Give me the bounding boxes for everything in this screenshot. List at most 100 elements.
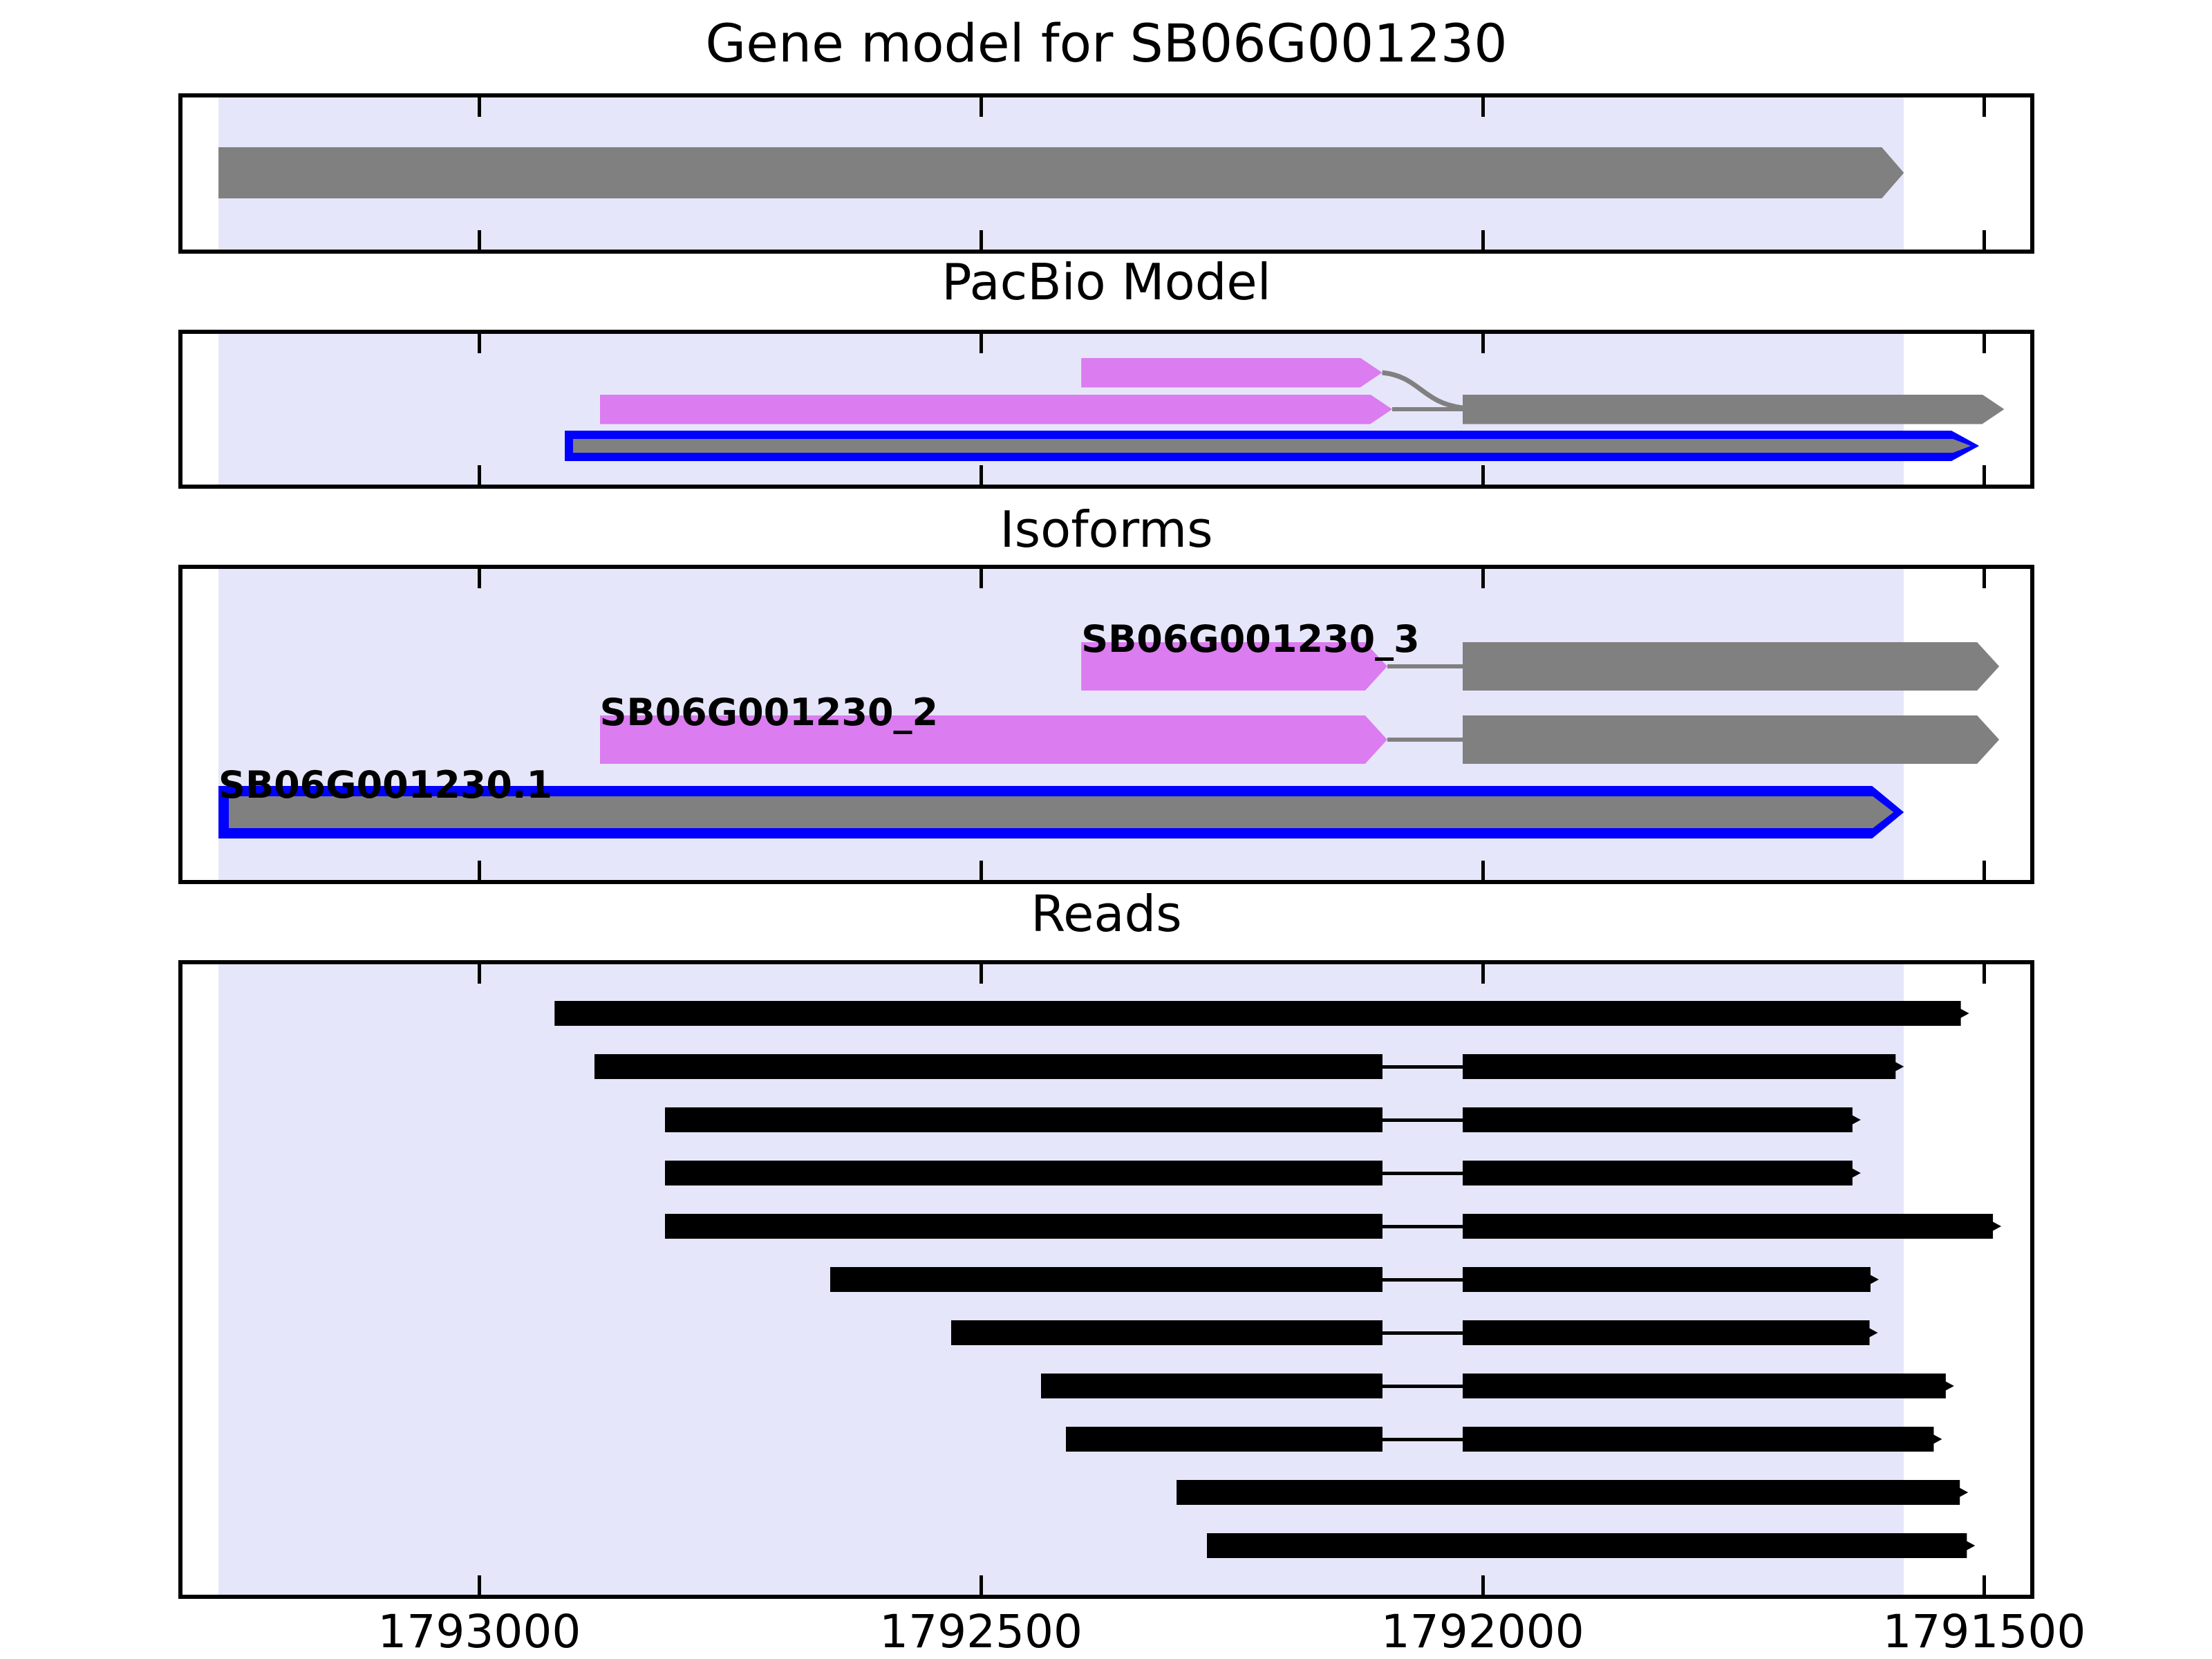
isoform-label: SB06G001230_2 bbox=[599, 691, 939, 734]
x-tick-mark-bottom-1792000 bbox=[1481, 861, 1485, 880]
x-tick-mark-bottom-1791500 bbox=[1983, 1575, 1987, 1595]
exon-violet-arrow bbox=[600, 715, 1387, 764]
read-segment bbox=[830, 1267, 1382, 1292]
x-tick-mark-top-1792500 bbox=[980, 964, 984, 984]
read-row-3 bbox=[178, 960, 2034, 1599]
x-tick-mark-top-1792500 bbox=[980, 97, 984, 117]
exon-gray-arrow bbox=[1463, 395, 2005, 424]
read-segment bbox=[1463, 1267, 1879, 1292]
track-panel-pacbio bbox=[178, 330, 2034, 489]
exon-violet-arrow bbox=[1081, 358, 1382, 388]
reference-model-blue-outline bbox=[565, 431, 1979, 461]
x-tick-mark-top-1793000 bbox=[478, 334, 482, 353]
read-segment bbox=[1177, 1480, 1968, 1505]
x-tick-mark-top-1791500 bbox=[1983, 569, 1987, 588]
read-row-7 bbox=[178, 960, 2034, 1599]
x-tick-mark-bottom-1792500 bbox=[980, 861, 984, 880]
x-tick-mark-top-1791500 bbox=[1983, 334, 1987, 353]
read-gap-connector bbox=[1382, 1118, 1463, 1122]
read-row-10 bbox=[178, 960, 2034, 1599]
read-gap-connector bbox=[1382, 1385, 1463, 1388]
read-segment bbox=[1041, 1374, 1382, 1398]
read-row-2 bbox=[178, 960, 2034, 1599]
read-gap-connector bbox=[1382, 1278, 1463, 1282]
read-segment bbox=[1207, 1533, 1976, 1558]
x-tick-mark-bottom-1792000 bbox=[1481, 465, 1485, 485]
splice-connector-curve bbox=[1382, 370, 1463, 411]
x-tick-mark-top-1792000 bbox=[1481, 334, 1485, 353]
exon-gray-arrow bbox=[1463, 642, 1999, 691]
read-segment bbox=[1463, 1427, 1942, 1452]
read-segment bbox=[664, 1107, 1382, 1132]
track-panel-gene-model bbox=[178, 93, 2034, 254]
x-tick-mark-top-1793000 bbox=[478, 569, 482, 588]
x-tick-mark-bottom-1791500 bbox=[1983, 861, 1987, 880]
x-tick-mark-top-1792000 bbox=[1481, 569, 1485, 588]
read-segment bbox=[1463, 1161, 1861, 1185]
intron-connector-line bbox=[1387, 664, 1463, 668]
x-axis-tick-label: 1792000 bbox=[1380, 1605, 1584, 1658]
reference-model-gray-fill bbox=[229, 796, 1893, 828]
read-segment bbox=[664, 1214, 1382, 1239]
x-tick-mark-top-1791500 bbox=[1983, 964, 1987, 984]
panel-title-gene-model: Gene model for SB06G001230 bbox=[705, 12, 1508, 74]
read-row-6 bbox=[178, 960, 2034, 1599]
exon-violet-arrow bbox=[600, 395, 1393, 424]
intron-connector-line bbox=[1387, 738, 1463, 742]
read-row-1 bbox=[178, 960, 2034, 1599]
x-tick-mark-bottom-1793000 bbox=[478, 230, 482, 250]
read-segment bbox=[554, 1001, 1969, 1026]
read-segment bbox=[1066, 1427, 1382, 1452]
isoform-label: SB06G001230.1 bbox=[218, 763, 553, 807]
x-tick-mark-top-1793000 bbox=[478, 964, 482, 984]
x-tick-mark-bottom-1791500 bbox=[1983, 230, 1987, 250]
read-row-4 bbox=[178, 960, 2034, 1599]
x-tick-mark-top-1792000 bbox=[1481, 964, 1485, 984]
exon-gray-arrow bbox=[1463, 715, 1999, 764]
read-gap-connector bbox=[1382, 1172, 1463, 1175]
read-segment bbox=[1463, 1107, 1861, 1132]
x-tick-mark-bottom-1792500 bbox=[980, 1575, 984, 1595]
x-tick-mark-top-1793000 bbox=[478, 97, 482, 117]
reference-model-gray-fill bbox=[573, 439, 1971, 453]
reference-model-blue-outline bbox=[218, 786, 1904, 838]
read-segment bbox=[1463, 1054, 1904, 1079]
read-row-11 bbox=[178, 960, 2034, 1599]
read-segment bbox=[950, 1320, 1382, 1345]
read-segment bbox=[1463, 1320, 1878, 1345]
read-segment bbox=[1463, 1214, 2001, 1239]
read-row-8 bbox=[178, 960, 2034, 1599]
x-axis-tick-label: 1791500 bbox=[1882, 1605, 2086, 1658]
x-axis-tick-label: 1793000 bbox=[377, 1605, 581, 1658]
x-tick-mark-top-1791500 bbox=[1983, 97, 1987, 117]
read-row-9 bbox=[178, 960, 2034, 1599]
x-tick-mark-bottom-1792500 bbox=[980, 465, 984, 485]
x-tick-mark-bottom-1791500 bbox=[1983, 465, 1987, 485]
x-tick-mark-bottom-1793000 bbox=[478, 1575, 482, 1595]
read-gap-connector bbox=[1382, 1225, 1463, 1228]
intron-connector-line bbox=[1392, 407, 1463, 411]
x-axis-tick-label: 1792500 bbox=[879, 1605, 1083, 1658]
track-panel-isoforms: SB06G001230_3 SB06G001230_2 SB06G001230.1 bbox=[178, 565, 2034, 884]
x-tick-mark-bottom-1792000 bbox=[1481, 1575, 1485, 1595]
exon-gray-arrow bbox=[218, 147, 1904, 198]
read-segment bbox=[1463, 1374, 1954, 1398]
isoform-label: SB06G001230_3 bbox=[1081, 617, 1420, 661]
read-gap-connector bbox=[1382, 1065, 1463, 1069]
x-tick-mark-top-1792500 bbox=[980, 569, 984, 588]
x-tick-mark-bottom-1792500 bbox=[980, 230, 984, 250]
panel-title-reads: Reads bbox=[1031, 885, 1182, 943]
read-row-5 bbox=[178, 960, 2034, 1599]
x-tick-mark-bottom-1792000 bbox=[1481, 230, 1485, 250]
read-gap-connector bbox=[1382, 1438, 1463, 1441]
x-tick-mark-bottom-1793000 bbox=[478, 861, 482, 880]
panel-title-pacbio: PacBio Model bbox=[941, 253, 1271, 311]
read-segment bbox=[664, 1161, 1382, 1185]
x-tick-mark-bottom-1793000 bbox=[478, 465, 482, 485]
x-tick-mark-top-1792500 bbox=[980, 334, 984, 353]
read-segment bbox=[594, 1054, 1382, 1079]
panel-title-isoforms: Isoforms bbox=[1000, 500, 1213, 559]
exon-violet-arrow bbox=[1081, 642, 1387, 691]
track-panel-reads bbox=[178, 960, 2034, 1599]
